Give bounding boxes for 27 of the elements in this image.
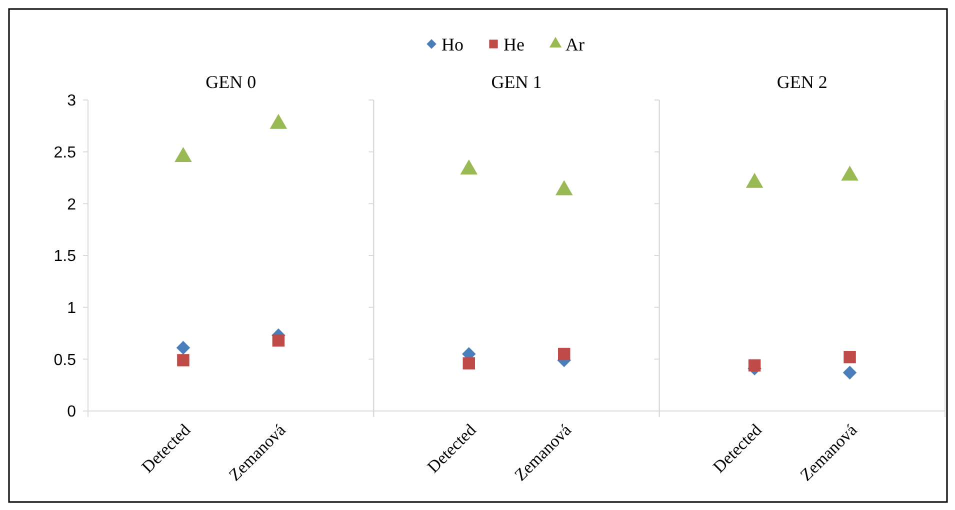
y-tick-label: 2 — [67, 196, 76, 214]
chart-title: GEN 0 — [206, 72, 256, 92]
point — [844, 350, 856, 364]
point — [842, 366, 857, 380]
y-tick-label: 3 — [67, 92, 76, 110]
y-tick-label: 0.5 — [54, 352, 76, 369]
chart-title: GEN 2 — [776, 72, 828, 92]
legend-label: Ar — [566, 34, 584, 54]
point — [748, 359, 761, 372]
point — [176, 340, 190, 355]
point — [555, 180, 573, 196]
point — [746, 172, 764, 188]
legend-label: He — [504, 34, 524, 54]
point — [462, 357, 476, 370]
y-tick-label: 2.5 — [54, 144, 76, 162]
chart-title: GEN 1 — [491, 72, 542, 92]
legend-label: Ho — [442, 34, 464, 54]
y-tick-label: 1.5 — [54, 248, 76, 266]
point — [174, 147, 192, 162]
point — [272, 334, 285, 347]
point — [177, 354, 190, 366]
point — [841, 166, 858, 181]
y-tick-label: 0 — [67, 404, 76, 421]
point — [558, 348, 570, 360]
point — [460, 159, 478, 174]
point — [270, 114, 288, 129]
y-tick-label: 1 — [67, 300, 76, 317]
